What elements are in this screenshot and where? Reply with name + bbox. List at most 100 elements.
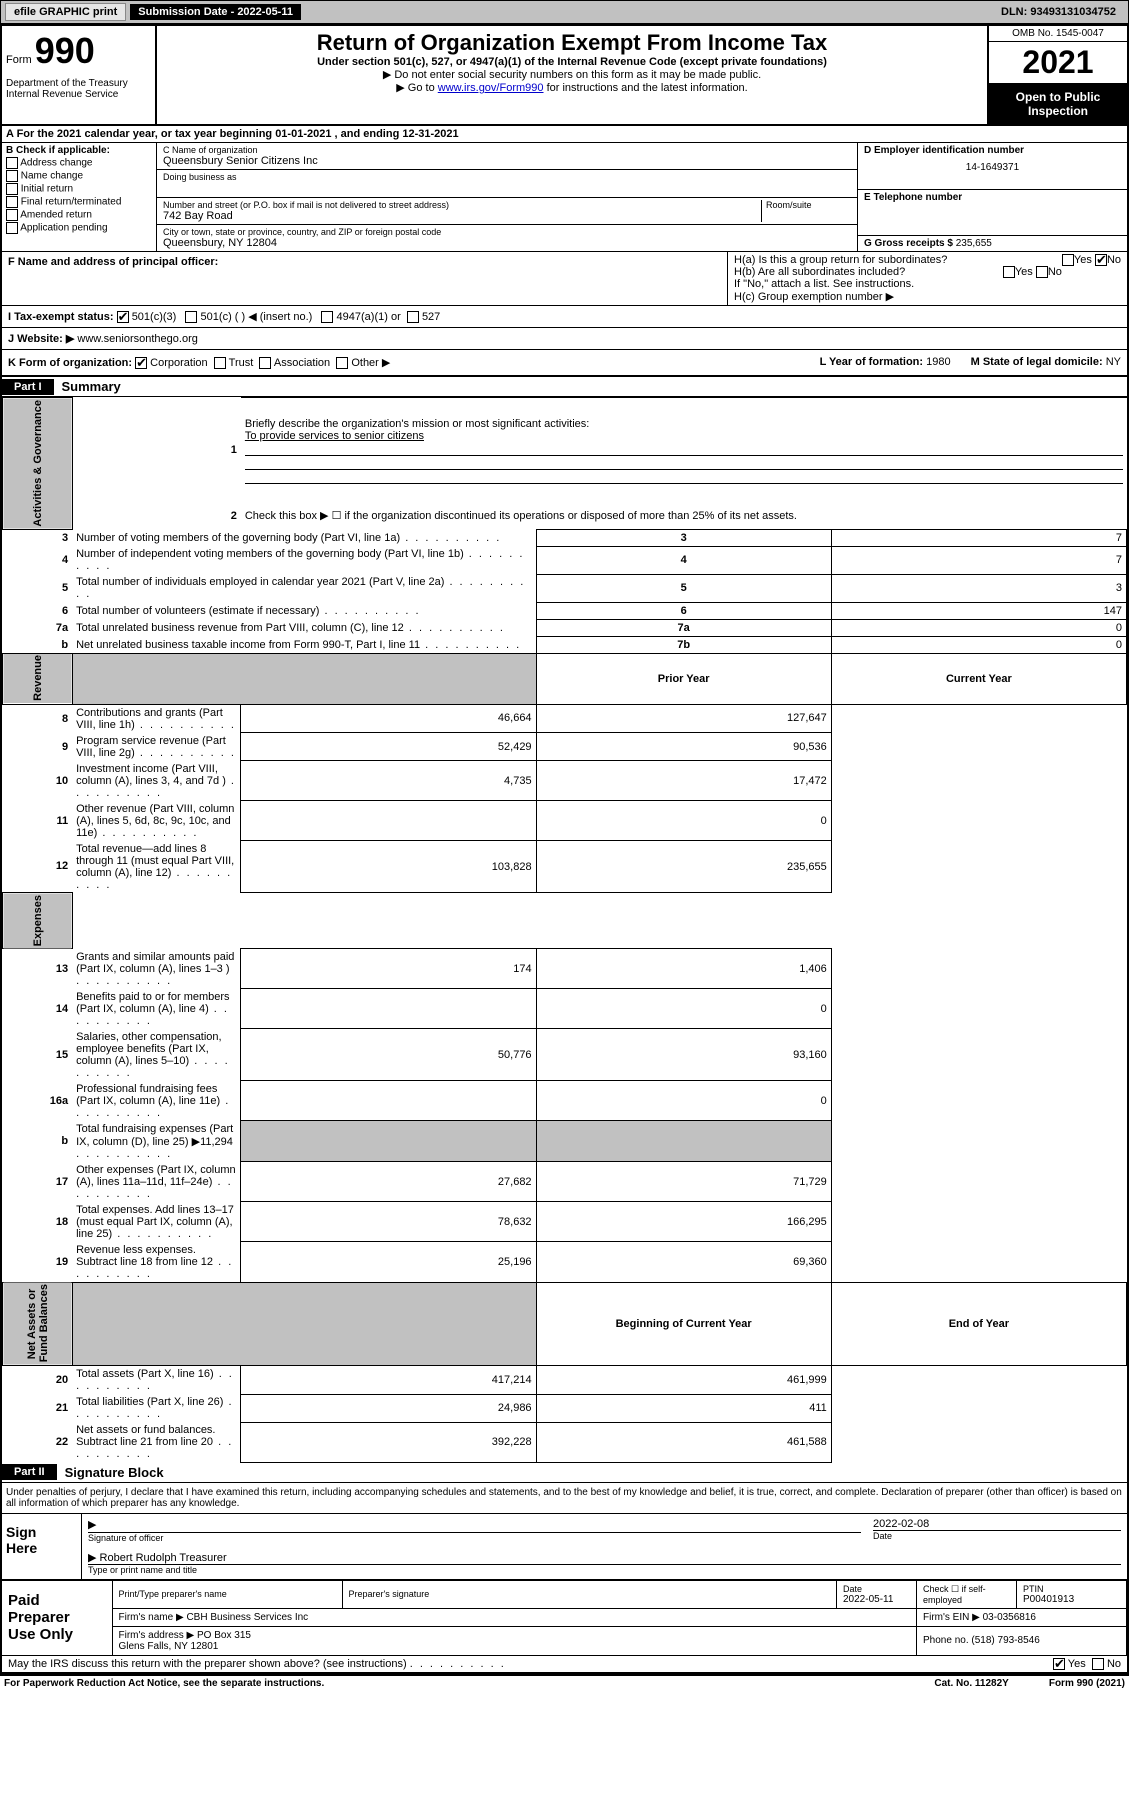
yes3: Yes [1068,1658,1086,1670]
addr-label: Number and street (or P.O. box if mail i… [163,200,761,210]
b-label: B Check if applicable: [6,145,152,156]
b-checkbox-item[interactable]: Name change [6,170,152,182]
b-checkbox-item[interactable]: Initial return [6,183,152,195]
no-text: No [1107,254,1121,266]
prior-year-hdr: Prior Year [536,653,831,704]
l-label: L Year of formation: [820,356,924,368]
dba-label: Doing business as [163,172,851,182]
hb-yes[interactable] [1003,266,1015,278]
efile-btn[interactable]: efile GRAPHIC print [5,3,126,21]
b-checkbox-item[interactable]: Amended return [6,209,152,221]
k-corp[interactable] [135,357,147,369]
header-right: OMB No. 1545-0047 2021 Open to Public In… [987,26,1127,124]
yes-text2: Yes [1015,266,1033,278]
date-label: Date [873,1530,1121,1541]
part2-header: Part II Signature Block [2,1463,1127,1483]
i-527[interactable] [407,311,419,323]
i-501c[interactable] [185,311,197,323]
discuss-yes[interactable] [1053,1658,1065,1670]
section-bc: B Check if applicable: Address change Na… [2,143,1127,252]
section-f: F Name and address of principal officer: [2,252,727,305]
k-trust[interactable] [214,357,226,369]
section-deg: D Employer identification number 14-1649… [857,143,1127,251]
vert-expenses: Expenses [3,893,73,949]
domicile: NY [1106,356,1121,368]
note-ssn: ▶ Do not enter social security numbers o… [161,68,983,81]
omb-number: OMB No. 1545-0047 [989,26,1127,42]
prep-name-label: Print/Type preparer's name [119,1589,336,1599]
f-label: F Name and address of principal officer: [8,256,218,268]
hb-label: H(b) Are all subordinates included? [734,266,905,278]
part2-title: Signature Block [57,1463,172,1482]
firm-ein: 03-0356816 [983,1612,1036,1623]
addr: 742 Bay Road [163,210,761,222]
i-label: I Tax-exempt status: [8,311,114,323]
firm-ein-label: Firm's EIN ▶ [923,1612,980,1623]
opt-527: 527 [422,311,440,323]
ptin-label: PTIN [1023,1584,1120,1594]
row-i: I Tax-exempt status: 501(c)(3) 501(c) ( … [2,306,1127,328]
firm-name: CBH Business Services Inc [186,1612,308,1623]
hb-no[interactable] [1036,266,1048,278]
b-checkbox-item[interactable]: Final return/terminated [6,196,152,208]
irs-link[interactable]: www.irs.gov/Form990 [438,82,544,94]
opt-assoc: Association [274,357,330,369]
ha-label: H(a) Is this a group return for subordin… [734,254,947,266]
firm-name-label: Firm's name ▶ [119,1612,184,1623]
opt-corp: Corporation [150,357,207,369]
c-name-label: C Name of organization [163,145,851,155]
city: Queensbury, NY 12804 [163,237,851,249]
no3: No [1107,1658,1121,1670]
part2-badge: Part II [2,1464,57,1480]
discuss-no[interactable] [1092,1658,1104,1670]
vert-netassets: Net Assets or Fund Balances [3,1282,73,1365]
section-c: C Name of organization Queensbury Senior… [157,143,857,251]
opt-501c3: 501(c)(3) [132,311,177,323]
org-name: Queensbury Senior Citizens Inc [163,155,851,167]
prep-date: 2022-05-11 [843,1594,893,1605]
yes-text: Yes [1074,254,1092,266]
part1-badge: Part I [2,379,54,395]
end-year-hdr: End of Year [831,1282,1126,1365]
year-formation: 1980 [926,356,950,368]
phone: (518) 793-8546 [971,1635,1039,1646]
opt-other: Other ▶ [351,357,390,369]
sig-officer-label: Signature of officer [88,1532,861,1543]
mission: To provide services to senior citizens [245,430,424,442]
k-label: K Form of organization: [8,357,132,369]
note-link: ▶ Go to www.irs.gov/Form990 for instruct… [161,81,983,94]
part1-header: Part I Summary [2,377,1127,397]
ha-yes[interactable] [1062,254,1074,266]
website: www.seniorsonthego.org [77,333,197,345]
footer-cat: Cat. No. 11282Y [934,1678,1008,1689]
form-title: Return of Organization Exempt From Incom… [161,30,983,56]
line-a: A For the 2021 calendar year, or tax yea… [2,126,1127,143]
b-checkbox-item[interactable]: Application pending [6,222,152,234]
part1-title: Summary [54,377,129,396]
ha-no[interactable] [1095,254,1107,266]
firm-addr-label: Firm's address ▶ [119,1630,195,1641]
footer-form: Form 990 (2021) [1049,1678,1125,1689]
preparer-table: Paid Preparer Use Only Print/Type prepar… [2,1580,1127,1656]
form-number: 990 [35,30,95,71]
discuss-text: May the IRS discuss this return with the… [8,1658,407,1670]
header-mid: Return of Organization Exempt From Incom… [157,26,987,124]
city-label: City or town, state or province, country… [163,227,851,237]
sign-here-label: Sign Here [2,1514,82,1579]
beg-year-hdr: Beginning of Current Year [536,1282,831,1365]
form-header: Form 990 Department of the Treasury Inte… [2,26,1127,126]
top-bar: efile GRAPHIC print Submission Date - 20… [0,0,1129,24]
k-other[interactable] [336,357,348,369]
row-k: K Form of organization: Corporation Trus… [2,350,1127,377]
prep-sig-label: Preparer's signature [349,1589,831,1599]
i-501c3[interactable] [117,311,129,323]
prep-date-label: Date [843,1584,910,1594]
i-4947[interactable] [321,311,333,323]
k-assoc[interactable] [259,357,271,369]
j-label: J Website: ▶ [8,333,74,345]
b-checkbox-item[interactable]: Address change [6,157,152,169]
footer: For Paperwork Reduction Act Notice, see … [0,1676,1129,1691]
officer-name: Robert Rudolph Treasurer [100,1552,227,1564]
submission-date: Submission Date - 2022-05-11 [130,4,301,20]
note2-post: for instructions and the latest informat… [544,82,748,94]
